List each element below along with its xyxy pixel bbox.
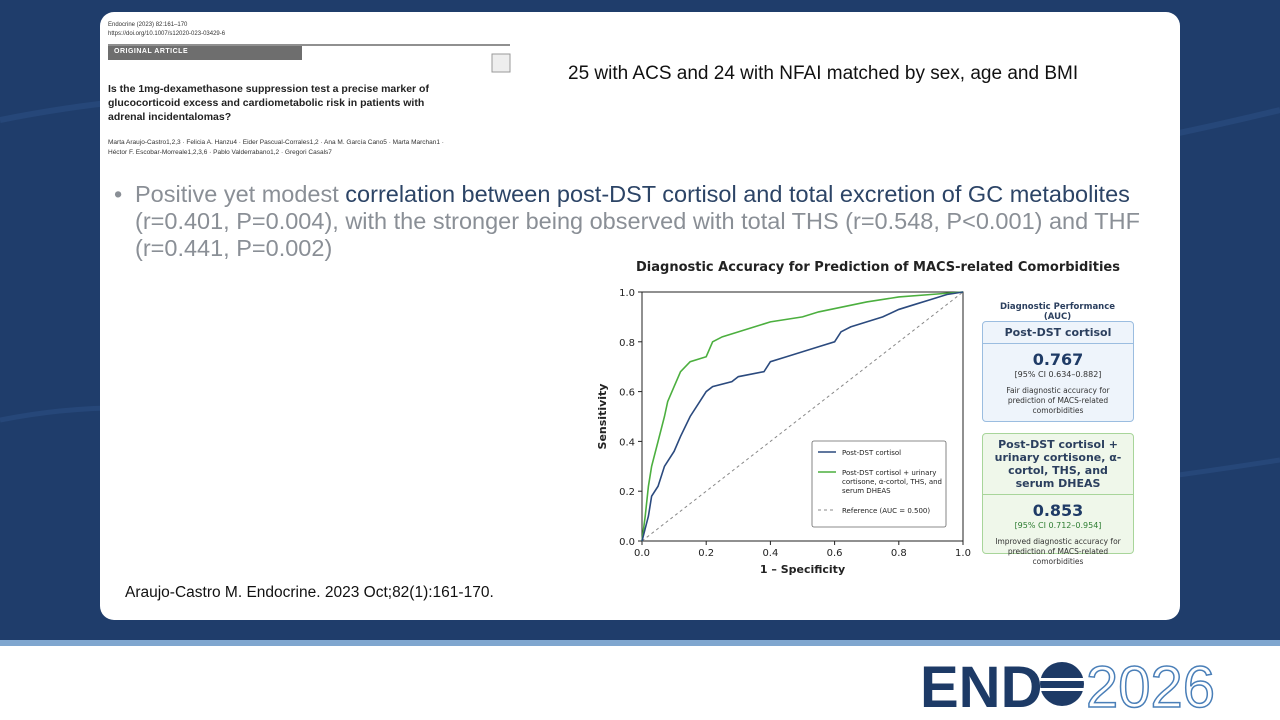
- auc-card: Post-DST cortisol 0.767 [95% CI 0.634–0.88…: [982, 321, 1134, 422]
- x-tick-label: 0.8: [891, 548, 907, 559]
- roc-curve: [641, 291, 964, 542]
- card-note: Fair diagnostic accuracy for prediction …: [1006, 386, 1110, 415]
- x-axis-label: 1 – Specificity: [760, 563, 845, 576]
- section: ORIGINAL ARTICLE: [114, 48, 189, 55]
- x-tick-label: 0.4: [762, 548, 778, 559]
- x-tick-label: 0.6: [827, 548, 843, 559]
- auc-value: 0.767: [1032, 350, 1084, 369]
- bullet-text: (r=0.401, P=0.004), with the stronger be…: [135, 208, 1140, 262]
- journal: Endocrine (2023) 82:161–170: [108, 22, 188, 28]
- auc-card: Post-DST cortisol + urinary cortisone, α…: [982, 433, 1134, 566]
- article-title: Is the 1mg-dexamethasone suppression tes…: [108, 83, 429, 124]
- y-axis-label: Sensitivity: [596, 384, 609, 450]
- roc-curve: [641, 291, 964, 542]
- y-tick-label: 0.2: [619, 487, 635, 498]
- y-tick-label: 1.0: [619, 288, 635, 299]
- bullet-dot: •: [114, 181, 123, 207]
- y-tick-label: 0.8: [619, 338, 635, 349]
- legend-label: Post-DST cortisol + urinary cortisone, α-…: [842, 469, 942, 495]
- x-tick-label: 0.2: [698, 548, 714, 559]
- citation: Araujo-Castro M. Endocrine. 2023 Oct;82(…: [125, 584, 494, 601]
- chart-title: Diagnostic Accuracy for Prediction of MA…: [636, 260, 1120, 275]
- roc-curve: [641, 291, 964, 542]
- card-title: Post-DST cortisol: [983, 322, 1133, 344]
- panel-heading: Diagnostic Performance (AUC): [999, 302, 1116, 322]
- y-tick-label: 0.4: [619, 437, 635, 448]
- bullet-text: Positive yet modest: [135, 181, 346, 207]
- logo-brand: END: [920, 655, 1042, 720]
- authors: Héctor F. Escobar-Morreale1,2,3,6 · Pabl…: [108, 149, 332, 156]
- x-tick-label: 0.0: [634, 548, 650, 559]
- plot-frame: [641, 291, 964, 542]
- legend-box: [811, 440, 947, 528]
- x-tick-label: 1.0: [955, 548, 971, 559]
- logo-year: 2026: [1086, 655, 1215, 720]
- y-tick-label: 0.6: [619, 388, 635, 399]
- bullet: • Positive yet modest correlation betwee…: [114, 181, 1145, 262]
- auc-value: 0.853: [1032, 501, 1084, 520]
- authors: Marta Araujo-Castro1,2,3 · Felicia A. Ha…: [108, 139, 444, 146]
- legend-label: Post-DST cortisol: [842, 449, 901, 457]
- bullet-emphasis: correlation between post-DST cortisol an…: [345, 181, 1130, 207]
- roc-chart: Diagnostic Accuracy for Prediction of MA…: [596, 260, 1120, 576]
- statement: 25 with ACS and 24 with NFAI matched by …: [568, 63, 1079, 84]
- auc-ci: [95% CI 0.634–0.882]: [1014, 370, 1102, 379]
- y-tick-label: 0.0: [619, 537, 635, 548]
- card-title: Post-DST cortisol + urinary cortisone, α…: [983, 434, 1133, 495]
- card-note: Improved diagnostic accuracy for predict…: [995, 537, 1121, 566]
- doi: https://doi.org/10.1007/s12020-023-03429…: [108, 31, 226, 37]
- legend-label: Reference (AUC = 0.500): [842, 507, 930, 515]
- auc-ci: [95% CI 0.712–0.954]: [1014, 521, 1102, 530]
